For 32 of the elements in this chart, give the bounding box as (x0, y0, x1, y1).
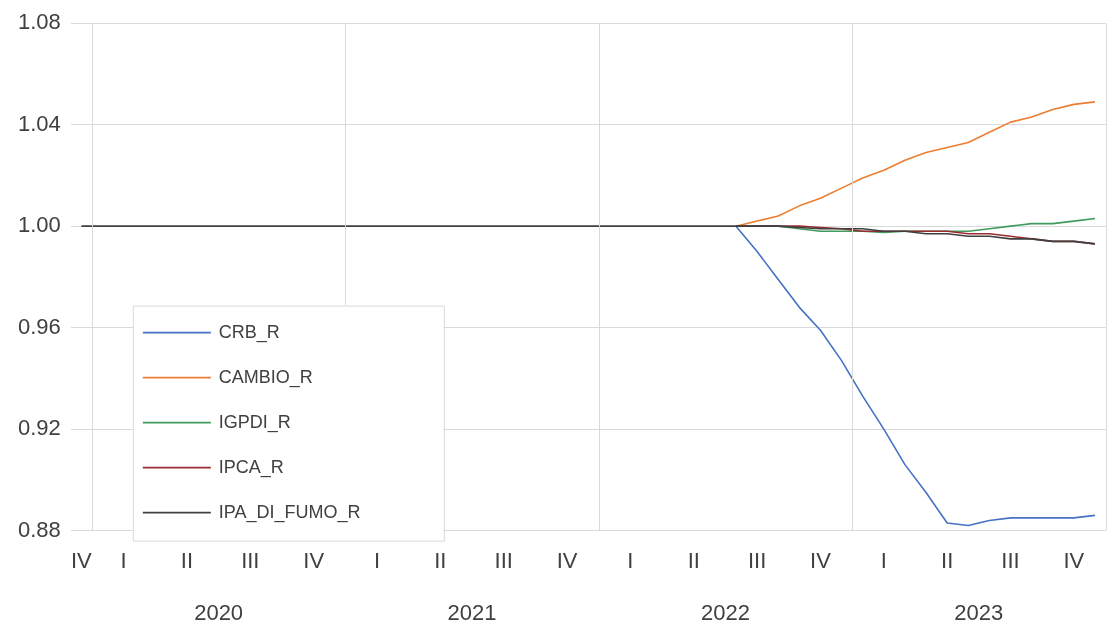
text: 2020 (194, 599, 244, 625)
text: 2023 (954, 599, 1004, 625)
legend-label: CRB_R (218, 321, 280, 343)
x-tick-label: I (627, 547, 634, 573)
text: 2021 (447, 599, 497, 625)
y-tick-label: 1.08 (17, 9, 61, 35)
legend-label: IPCA_R (218, 456, 284, 478)
legend-label: IPA_DI_FUMO_R (218, 501, 361, 523)
x-tick-label: II (941, 547, 954, 573)
x-tick-label: III (494, 547, 513, 573)
x-tick-label: IV (556, 547, 578, 573)
y-tick-label: 0.92 (17, 415, 61, 441)
x-tick-label: II (434, 547, 447, 573)
x-tick-label: I (373, 547, 381, 573)
x-tick-label: I (880, 547, 887, 573)
x-tick-label: III (747, 547, 767, 573)
legend-label: CAMBIO_R (218, 366, 313, 388)
legend-label: IGPDI_R (218, 411, 291, 433)
x-tick-label: III (241, 547, 260, 573)
x-tick-label: IV (303, 547, 325, 573)
x-tick-label: III (1001, 547, 1020, 573)
y-tick-label: 0.88 (17, 516, 61, 542)
x-tick-label: I (120, 547, 127, 573)
text: 2022 (700, 599, 750, 625)
x-tick-label: IV (810, 547, 832, 573)
y-tick-label: 1.00 (17, 212, 61, 238)
x-tick-label: IV (1063, 547, 1085, 573)
y-tick-label: 0.96 (17, 313, 61, 339)
y-tick-label: 1.04 (17, 110, 61, 136)
x-tick-label: II (180, 547, 194, 573)
x-tick-label: II (687, 547, 700, 573)
x-tick-label: IV (70, 547, 93, 573)
